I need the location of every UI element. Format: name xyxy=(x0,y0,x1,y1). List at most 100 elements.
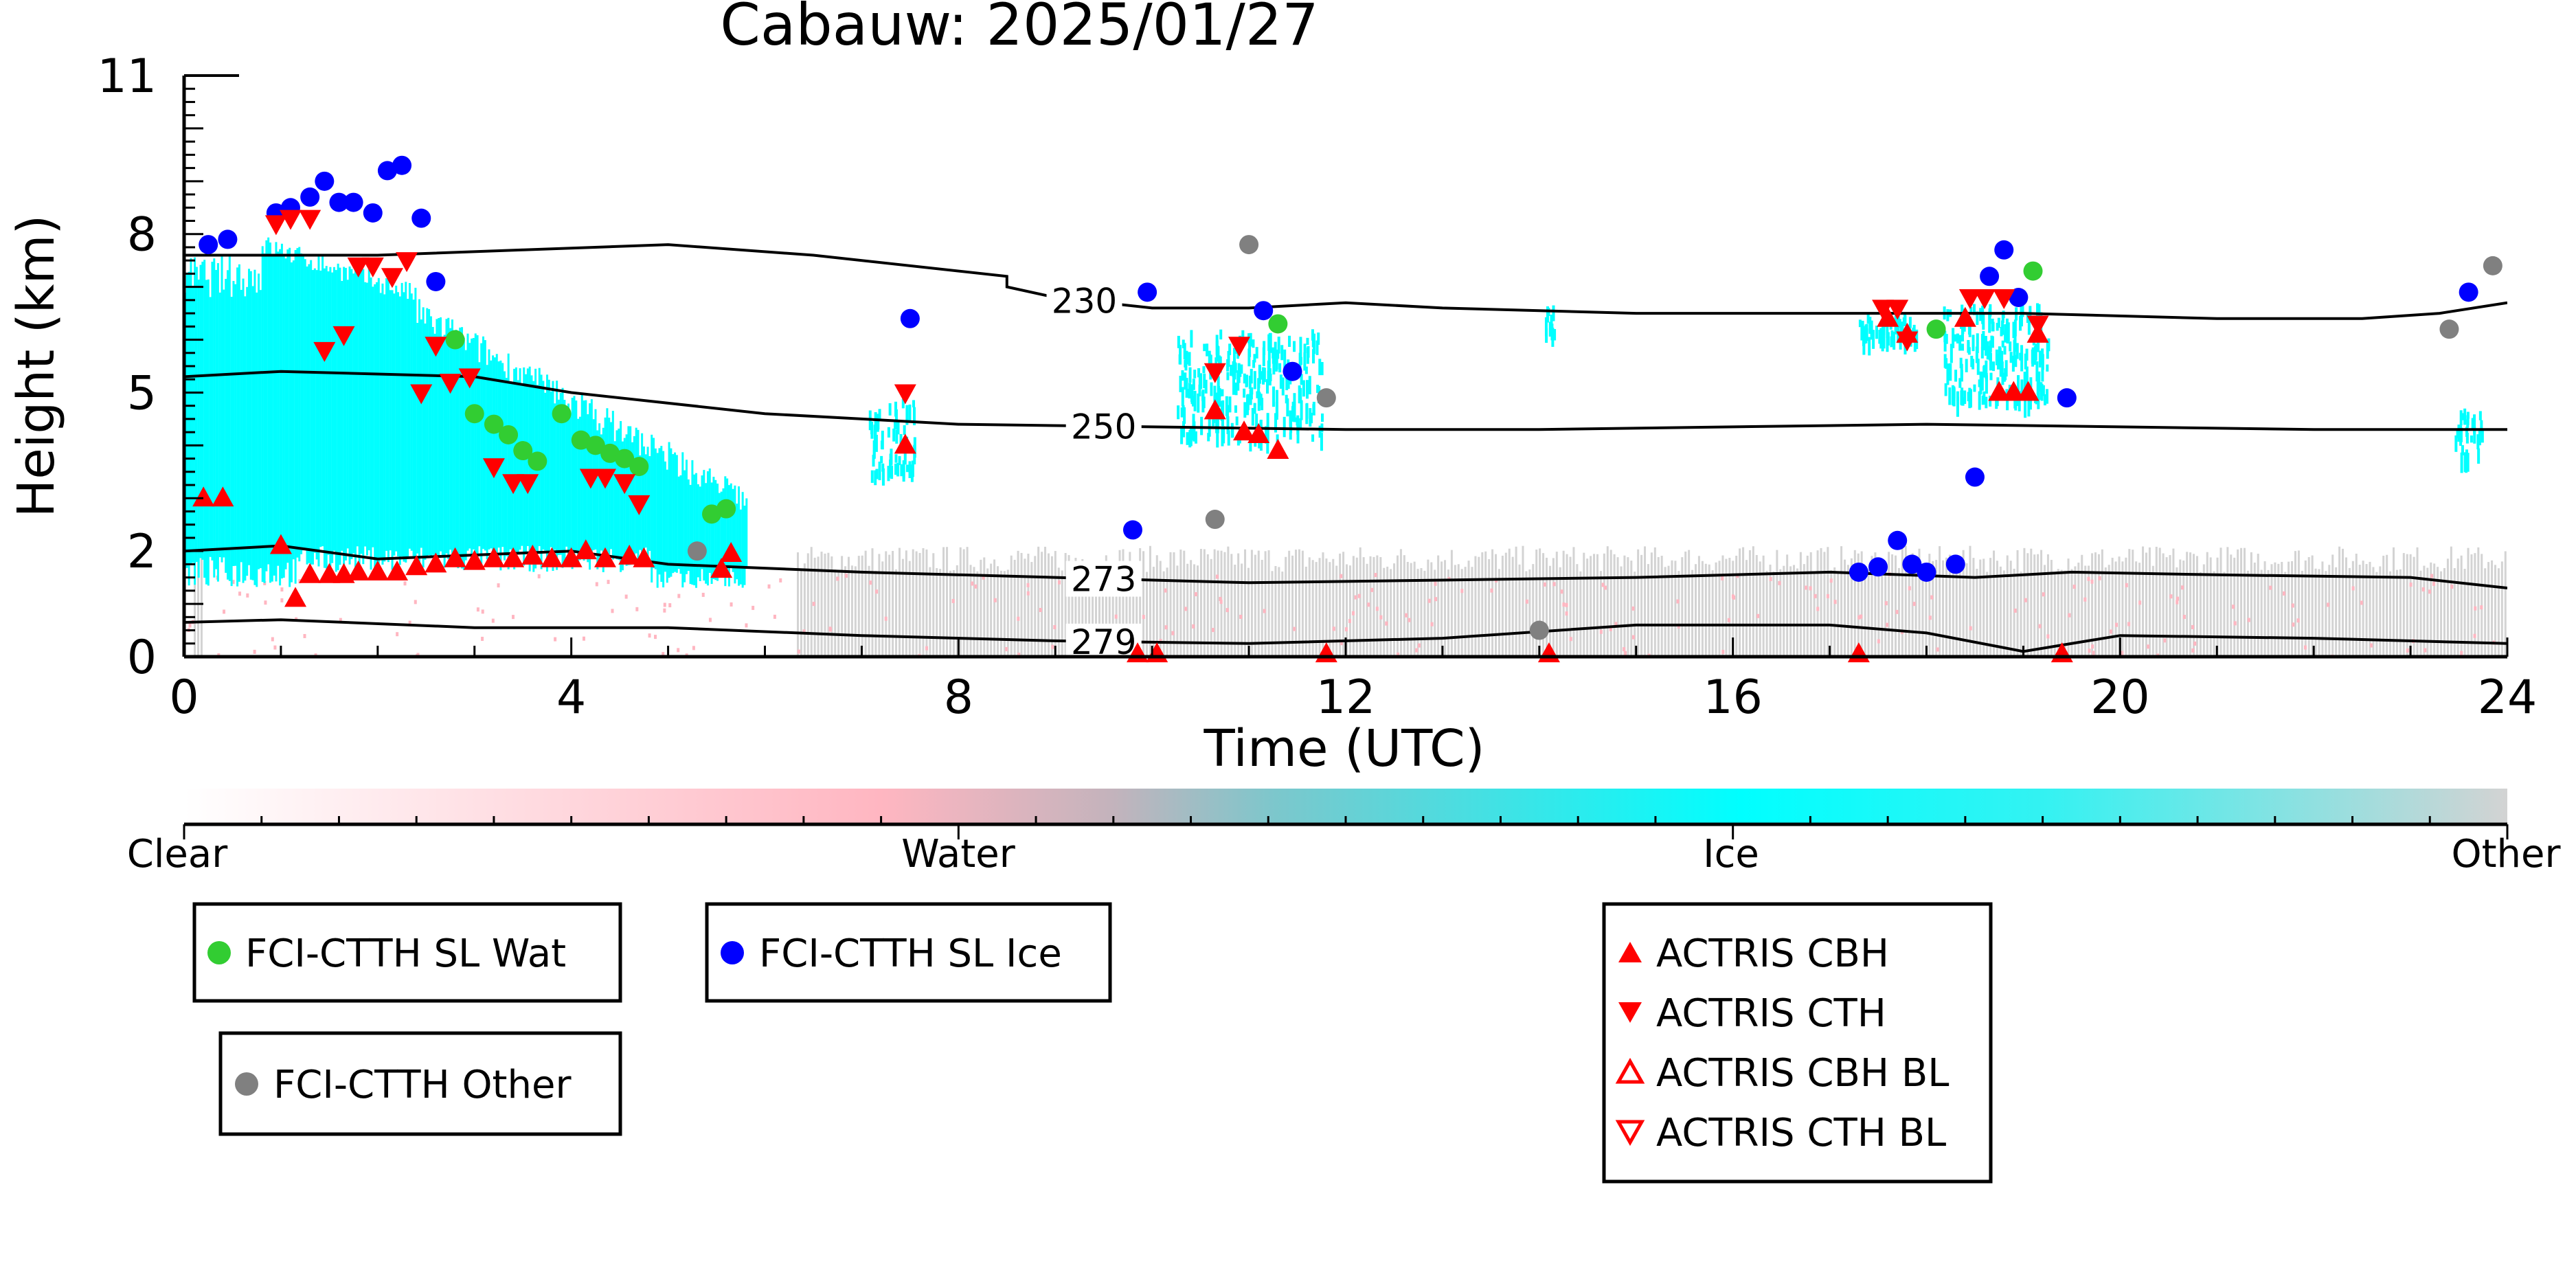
field-column-ice xyxy=(552,381,554,572)
field-column-grey xyxy=(1576,564,1579,657)
field-column-ice xyxy=(365,282,368,556)
field-column-ice xyxy=(681,452,684,588)
field-column-grey xyxy=(1850,558,1853,657)
field-column-ice xyxy=(687,479,690,572)
field-column-grey xyxy=(1495,554,1498,657)
field-column-grey xyxy=(1264,551,1267,657)
field-column-grey xyxy=(1515,546,1517,657)
marker-actris-cbh xyxy=(405,555,428,576)
field-column-grey xyxy=(966,547,969,657)
field-column-grey xyxy=(1945,557,1947,657)
field-column-grey xyxy=(1081,558,1084,657)
field-column-grey xyxy=(1877,569,1880,657)
x-axis-ticks: 0 4 8 12 16 20 24 xyxy=(169,637,2537,725)
field-column-grey xyxy=(895,569,898,657)
field-column-grey xyxy=(1498,569,1500,657)
field-column-ice xyxy=(511,383,514,558)
field-column-grey xyxy=(1006,569,1009,657)
field-column-grey xyxy=(1010,555,1013,657)
field-column-ice xyxy=(490,360,493,549)
field-speck-ice xyxy=(2459,427,2463,442)
field-column-ice xyxy=(422,307,425,568)
field-column-grey xyxy=(2009,561,2012,657)
field-column-grey xyxy=(2365,564,2368,657)
field-speck-ice xyxy=(2014,391,2018,411)
field-column-grey xyxy=(2077,563,2080,657)
field-speck-ice xyxy=(1183,407,1186,424)
field-column-grey xyxy=(1708,564,1710,657)
field-column-ice xyxy=(286,249,289,563)
field-column-grey xyxy=(2389,571,2392,657)
y-tick-label: 11 xyxy=(97,49,157,104)
marker-actris-cbh xyxy=(299,563,321,583)
field-column-grey xyxy=(1823,552,1826,657)
field-speck-ice xyxy=(1231,429,1234,438)
field-column-grey xyxy=(2145,552,2147,657)
marker-fci-ctth-sl-wat xyxy=(1268,314,1288,334)
field-speck-ice xyxy=(1971,359,1975,370)
field-speck-ice xyxy=(2009,352,2013,363)
field-column-ice xyxy=(685,460,688,574)
field-column-grey xyxy=(1745,560,1748,657)
field-column-ice xyxy=(273,254,275,576)
field-speck-ice xyxy=(1903,313,1907,321)
legend-marker-fci-ice xyxy=(721,941,744,964)
field-column-grey xyxy=(1972,558,1975,657)
field-speck-ice xyxy=(1207,433,1210,442)
field-speck-ice xyxy=(888,403,892,416)
field-column-ice xyxy=(317,255,320,567)
field-column-ice xyxy=(577,418,580,564)
marker-fci-ctth-sl-ice xyxy=(343,192,363,212)
field-speck-water xyxy=(1263,609,1266,613)
field-speck-water xyxy=(624,594,628,599)
field-speck-ice xyxy=(2004,328,2008,340)
marker-actris-cth xyxy=(628,495,651,515)
field-speck-ice xyxy=(1943,339,1947,352)
field-column-grey xyxy=(901,558,904,657)
marker-actris-cbh xyxy=(386,560,409,580)
field-column-grey xyxy=(2460,555,2463,657)
field-column-ice xyxy=(474,333,477,557)
field-speck-ice xyxy=(1289,432,1292,440)
field-speck-water xyxy=(2046,634,2050,639)
field-speck-ice xyxy=(1985,396,1988,409)
field-column-ice xyxy=(315,270,318,560)
field-speck-water xyxy=(611,609,614,613)
field-speck-water xyxy=(1344,627,1348,632)
field-column-grey xyxy=(1460,569,1463,657)
field-column-ice xyxy=(284,258,287,569)
field-column-ice xyxy=(230,297,233,587)
field-speck-ice xyxy=(1997,354,2000,361)
field-column-grey xyxy=(1199,549,1202,657)
isotherm-label-230: 230 xyxy=(1052,282,1117,321)
field-column-grey xyxy=(959,547,962,657)
field-column-grey xyxy=(1105,555,1107,657)
field-column-grey xyxy=(983,557,986,657)
field-column-grey xyxy=(1881,564,1884,657)
field-speck-water xyxy=(635,607,639,611)
field-speck-ice xyxy=(1952,387,1956,407)
field-speck-ice xyxy=(1243,402,1247,418)
field-speck-ice xyxy=(1232,377,1235,395)
field-speck-ice xyxy=(1197,368,1201,378)
field-column-ice xyxy=(738,486,741,586)
field-column-grey xyxy=(1074,557,1077,657)
field-speck-ice xyxy=(1234,382,1238,396)
field-column-ice xyxy=(203,260,206,578)
field-speck-water xyxy=(582,636,585,641)
field-speck-ice xyxy=(1879,328,1883,349)
field-column-ice xyxy=(509,381,512,550)
field-column-grey xyxy=(1508,548,1511,657)
field-speck-ice xyxy=(1192,420,1195,441)
field-speck-water xyxy=(512,615,515,620)
field-column-grey xyxy=(1555,552,1558,657)
field-column-grey xyxy=(1569,556,1572,657)
field-speck-ice xyxy=(1975,346,1978,363)
field-speck-ice xyxy=(898,456,901,466)
field-speck-water xyxy=(1192,624,1195,629)
field-column-grey xyxy=(831,556,833,657)
field-speck-ice xyxy=(1245,374,1249,387)
field-speck-ice xyxy=(895,429,899,444)
field-speck-water xyxy=(1434,581,1437,586)
marker-fci-ctth-sl-ice xyxy=(1122,520,1142,540)
